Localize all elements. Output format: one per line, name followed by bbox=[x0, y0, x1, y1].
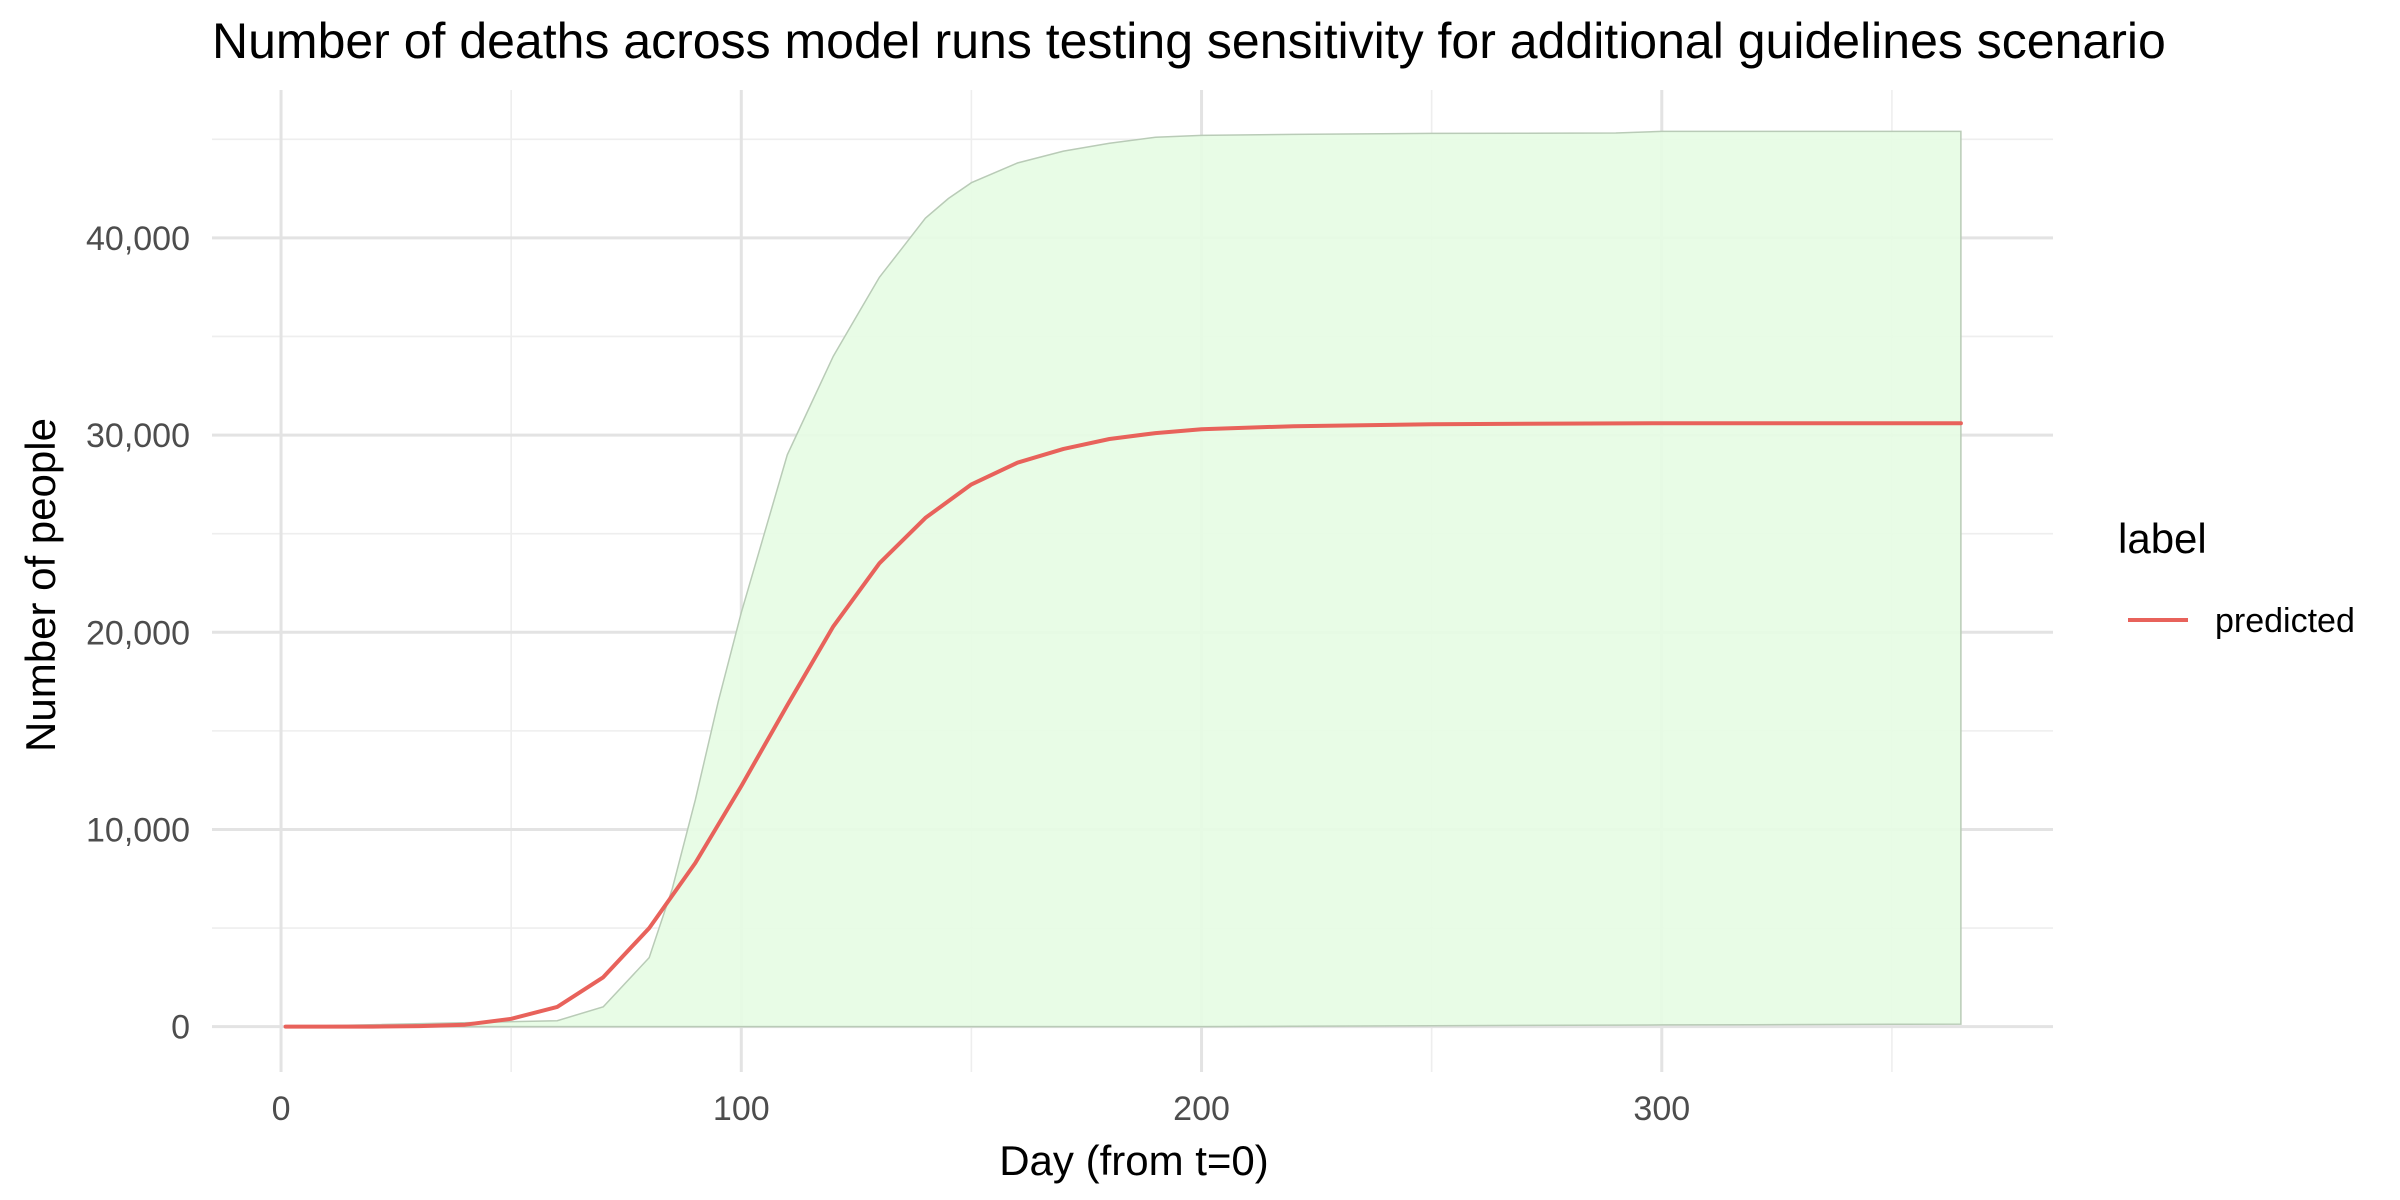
legend-title: label bbox=[2118, 515, 2207, 562]
x-tick-label: 100 bbox=[713, 1090, 770, 1128]
series-line-predicted bbox=[283, 421, 1963, 1029]
series-layer bbox=[283, 421, 1963, 1029]
x-tick-label: 300 bbox=[1633, 1090, 1690, 1128]
y-axis-ticks: 0 10,000 20,000 30,000 40,000 bbox=[86, 220, 190, 1047]
x-axis-title: Day (from t=0) bbox=[999, 1137, 1269, 1184]
y-tick-label: 30,000 bbox=[86, 417, 190, 455]
range-band bbox=[285, 130, 1962, 1028]
y-tick-label: 10,000 bbox=[86, 811, 190, 849]
y-tick-label: 20,000 bbox=[86, 614, 190, 652]
y-tick-label: 40,000 bbox=[86, 220, 190, 258]
chart-title: Number of deaths across model runs testi… bbox=[212, 13, 2166, 69]
x-axis-ticks: 0 100 200 300 bbox=[272, 1090, 1691, 1128]
legend: label predicted bbox=[2118, 515, 2355, 640]
y-axis-title: Number of people bbox=[17, 418, 64, 752]
band-layer bbox=[285, 130, 1962, 1028]
legend-label-predicted: predicted bbox=[2215, 602, 2355, 640]
x-tick-label: 200 bbox=[1173, 1090, 1230, 1128]
legend-entries: predicted bbox=[2128, 602, 2355, 640]
y-tick-label: 0 bbox=[171, 1009, 190, 1047]
x-tick-label: 0 bbox=[272, 1090, 291, 1128]
